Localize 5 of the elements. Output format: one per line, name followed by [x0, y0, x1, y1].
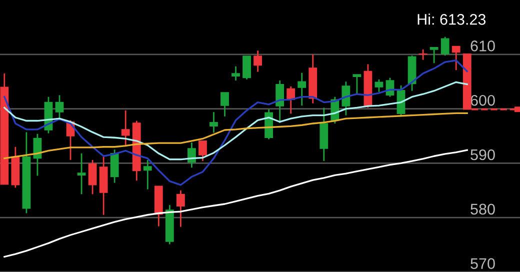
- y-tick-label: 610: [470, 40, 495, 52]
- y-tick-label: 570: [470, 258, 495, 269]
- y-tick-label: 590: [470, 149, 495, 160]
- annotation: Hi: 613.23: [418, 14, 486, 25]
- y-tick-label: 580: [470, 204, 495, 215]
